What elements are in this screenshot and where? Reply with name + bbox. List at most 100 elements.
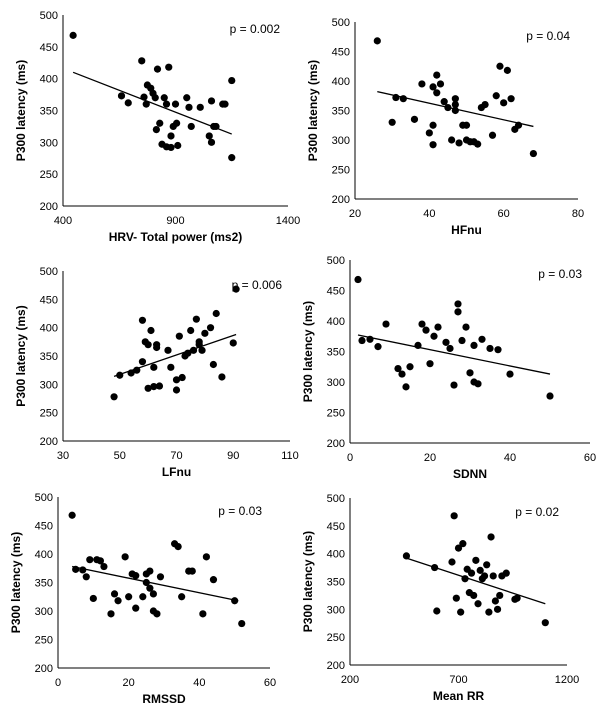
data-point — [434, 323, 442, 331]
x-axis-title: Mean RR — [433, 689, 485, 703]
x-tick-label: 20 — [123, 677, 135, 689]
data-point — [139, 593, 147, 601]
p-value-annotation: p = 0.03 — [538, 267, 582, 281]
data-point — [513, 594, 521, 602]
data-point — [446, 344, 454, 353]
data-point — [146, 584, 154, 592]
data-point — [174, 141, 182, 150]
data-point — [72, 565, 80, 573]
data-point — [201, 329, 209, 337]
y-tick-label: 200 — [40, 201, 58, 213]
data-point — [454, 544, 463, 552]
y-tick-label: 350 — [327, 347, 345, 359]
data-point — [142, 100, 150, 108]
data-point — [212, 309, 220, 318]
data-point — [436, 80, 445, 88]
y-axis-title: P300 latency (ms) — [14, 305, 28, 406]
data-point — [218, 373, 226, 381]
data-point — [429, 121, 437, 129]
data-point — [150, 363, 158, 371]
data-point — [374, 343, 382, 351]
x-tick-label: 110 — [281, 450, 299, 462]
data-point — [506, 370, 514, 378]
data-point — [160, 94, 168, 102]
chart-panel: 200 250 300 350 400 450 500 20 40 60 80 HFnu P300 la… — [306, 17, 584, 237]
data-point — [228, 154, 236, 162]
data-point — [117, 92, 126, 100]
p-value-annotation: p = 0.02 — [515, 505, 559, 519]
data-point — [388, 118, 396, 126]
data-point — [458, 336, 466, 345]
data-point — [150, 383, 158, 391]
data-point — [189, 346, 198, 354]
y-tick-label: 350 — [40, 106, 58, 118]
y-tick-label: 300 — [327, 604, 345, 616]
data-point — [164, 346, 172, 354]
data-point — [185, 103, 193, 111]
y-tick-label: 200 — [35, 663, 53, 675]
data-point — [206, 324, 215, 332]
trend-line — [357, 334, 551, 375]
data-point — [481, 101, 489, 109]
data-point — [144, 341, 152, 349]
y-tick-label: 300 — [40, 137, 58, 149]
x-tick-label: 50 — [114, 450, 126, 462]
y-tick-label: 250 — [332, 165, 350, 177]
chart-panel: 200 250 300 350 400 450 500 30 50 70 90 110 LFnu P300… — [14, 266, 299, 479]
x-tick-label: 80 — [572, 208, 584, 220]
x-tick-label: 400 — [54, 215, 72, 227]
data-point — [174, 542, 182, 551]
data-point — [221, 100, 229, 108]
y-tick-label: 200 — [327, 438, 345, 450]
y-tick-label: 400 — [35, 549, 53, 561]
data-point — [402, 383, 410, 391]
data-point — [192, 315, 200, 323]
data-point — [373, 37, 381, 45]
y-tick-label: 400 — [40, 74, 58, 86]
data-point — [451, 95, 459, 103]
y-tick-label: 500 — [327, 255, 345, 267]
x-tick-label: 40 — [193, 677, 205, 689]
data-point — [448, 136, 456, 144]
y-tick-label: 350 — [327, 577, 345, 589]
data-point — [162, 100, 171, 108]
data-point — [79, 566, 87, 574]
data-point — [454, 300, 462, 308]
y-tick-label: 400 — [327, 549, 345, 561]
data-point — [507, 95, 515, 103]
data-point — [187, 326, 195, 335]
data-point — [184, 349, 192, 357]
data-point — [440, 98, 448, 106]
p-value-annotation: p = 0.002 — [230, 22, 281, 36]
y-tick-label: 500 — [40, 10, 58, 22]
data-point — [165, 63, 173, 71]
data-point — [171, 100, 180, 108]
x-tick-label: 0 — [55, 677, 61, 689]
data-point — [209, 576, 218, 584]
data-point — [474, 380, 482, 388]
data-point — [452, 594, 460, 602]
data-point — [86, 556, 94, 564]
data-point — [478, 335, 486, 343]
y-tick-label: 450 — [40, 42, 58, 54]
data-point — [398, 370, 406, 378]
y-tick-label: 250 — [327, 408, 345, 420]
data-point — [178, 373, 186, 382]
p-value-annotation: p = 0.04 — [526, 29, 570, 43]
x-tick-label: 60 — [584, 452, 596, 464]
data-point — [138, 57, 146, 65]
chart-panel: 200 250 300 350 400 450 500 0 20 40 60 RMSSD P300 la… — [9, 492, 276, 706]
data-point — [183, 94, 191, 102]
data-point — [429, 141, 437, 149]
data-point — [196, 103, 204, 111]
x-tick-label: 200 — [341, 674, 359, 686]
data-point — [470, 341, 478, 349]
data-point — [116, 371, 124, 379]
data-point — [480, 572, 489, 580]
data-point — [474, 600, 482, 608]
data-point — [467, 569, 476, 577]
data-point — [486, 344, 494, 353]
chart-panel: 200 250 300 350 400 450 500 0 20 40 60 SDNN P300 lat… — [301, 255, 596, 481]
data-point — [205, 132, 213, 140]
data-point — [153, 343, 161, 352]
